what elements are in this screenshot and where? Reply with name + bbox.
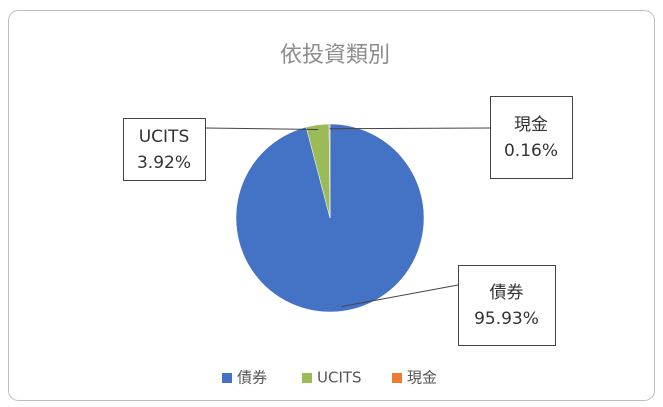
legend-marker: [302, 373, 312, 383]
legend-label: 債券: [237, 369, 267, 387]
data-label-box: [490, 96, 573, 179]
data-label-value: 3.92%: [137, 153, 191, 173]
data-label-name: 現金: [514, 115, 548, 135]
data-label-box: [458, 265, 556, 346]
leader-line: [204, 127, 319, 130]
data-label-name: UCITS: [139, 127, 190, 147]
data-label-value: 0.16%: [504, 141, 558, 161]
leader-line: [329, 127, 491, 130]
legend-label: UCITS: [317, 369, 362, 387]
legend-marker: [392, 373, 402, 383]
pie-slice: [328, 123, 331, 219]
data-label-value: 95.93%: [474, 309, 539, 329]
legend-label: 現金: [407, 369, 437, 387]
data-label-box: [123, 118, 206, 181]
legend-marker: [222, 373, 232, 383]
data-label-name: 債券: [490, 283, 524, 303]
chart-title: 依投資類別: [280, 43, 390, 68]
leader-line: [341, 284, 459, 308]
